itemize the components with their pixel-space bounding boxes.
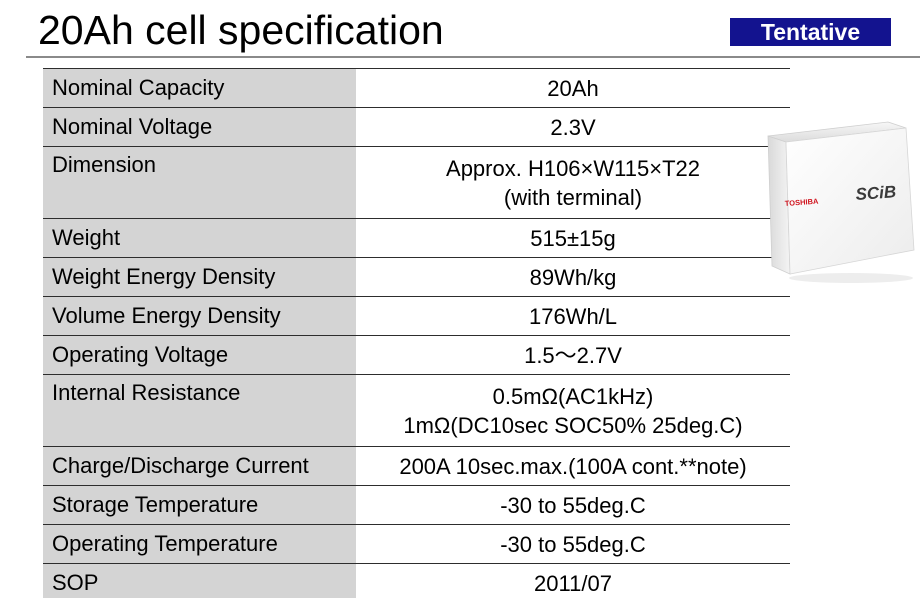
spec-row: Internal Resistance 0.5mΩ(AC1kHz) 1mΩ(DC10…	[43, 374, 790, 447]
spec-value: Approx. H106×W115×T22 (with terminal)	[356, 146, 790, 219]
spec-value-line: 1mΩ(DC10sec SOC50% 25deg.C)	[403, 412, 743, 438]
spec-value: 1.5～2.7V	[356, 335, 790, 375]
spec-row: Nominal Capacity 20Ah	[43, 68, 790, 108]
spec-label: Dimension	[43, 146, 356, 219]
spec-value: -30 to 55deg.C	[356, 524, 790, 564]
title-divider	[26, 56, 920, 58]
spec-value-line: -30 to 55deg.C	[500, 492, 646, 518]
spec-row: Operating Voltage 1.5～2.7V	[43, 335, 790, 375]
spec-value: 0.5mΩ(AC1kHz) 1mΩ(DC10sec SOC50% 25deg.C)	[356, 374, 790, 447]
spec-value: -30 to 55deg.C	[356, 485, 790, 525]
spec-value-line: 89Wh/kg	[529, 264, 617, 290]
page-title: 20Ah cell specification	[38, 7, 444, 53]
spec-table: Nominal Capacity 20Ah Nominal Voltage 2.3V D…	[43, 68, 790, 598]
spec-row: SOP 2011/07	[43, 563, 790, 598]
spec-value: 20Ah	[356, 68, 790, 108]
spec-row: Charge/Discharge Current 200A 10sec.max.(…	[43, 446, 790, 486]
battery-cell-image: TOSHIBA SCiB	[767, 121, 915, 283]
spec-label: SOP	[43, 563, 356, 598]
battery-model-label: SCiB	[855, 182, 897, 204]
spec-table-body: Nominal Capacity 20Ah Nominal Voltage 2.3V D…	[43, 68, 790, 598]
spec-value-line: -30 to 55deg.C	[500, 531, 646, 557]
spec-label: Weight	[43, 218, 356, 258]
spec-label: Nominal Voltage	[43, 107, 356, 147]
spec-row: Weight 515±15g	[43, 218, 790, 258]
spec-value-line: 2011/07	[534, 570, 612, 596]
spec-value-line: 2.3V	[550, 114, 596, 140]
spec-value: 200A 10sec.max.(100A cont.**note)	[356, 446, 790, 486]
spec-value-line: (with terminal)	[503, 184, 643, 210]
spec-label: Volume Energy Density	[43, 296, 356, 336]
tentative-badge: Tentative	[730, 18, 891, 46]
spec-value-line: Approx. H106×W115×T22	[446, 155, 700, 181]
spec-row: Storage Temperature -30 to 55deg.C	[43, 485, 790, 525]
spec-value: 515±15g	[356, 218, 790, 258]
spec-row: Nominal Voltage 2.3V	[43, 107, 790, 147]
spec-row: Volume Energy Density 176Wh/L	[43, 296, 790, 336]
spec-value-line: 0.5mΩ(AC1kHz)	[492, 383, 654, 409]
spec-value-line: 200A 10sec.max.(100A cont.**note)	[399, 453, 747, 479]
spec-row: Dimension Approx. H106×W115×T22 (with term…	[43, 146, 790, 219]
spec-value: 176Wh/L	[356, 296, 790, 336]
spec-label: Weight Energy Density	[43, 257, 356, 297]
spec-value: 2011/07	[356, 563, 790, 598]
spec-value-line: 20Ah	[547, 75, 599, 101]
spec-row: Weight Energy Density 89Wh/kg	[43, 257, 790, 297]
spec-label: Nominal Capacity	[43, 68, 356, 108]
spec-label: Storage Temperature	[43, 485, 356, 525]
battery-brand-label: TOSHIBA	[785, 197, 820, 208]
spec-row: Operating Temperature -30 to 55deg.C	[43, 524, 790, 564]
spec-label: Operating Voltage	[43, 335, 356, 375]
spec-value-line: 1.5～2.7V	[524, 342, 622, 368]
spec-value-line: 515±15g	[530, 225, 616, 251]
spec-value: 2.3V	[356, 107, 790, 147]
spec-label: Internal Resistance	[43, 374, 356, 447]
spec-value-line: 176Wh/L	[528, 303, 618, 329]
spec-label: Operating Temperature	[43, 524, 356, 564]
spec-value: 89Wh/kg	[356, 257, 790, 297]
spec-label: Charge/Discharge Current	[43, 446, 356, 486]
